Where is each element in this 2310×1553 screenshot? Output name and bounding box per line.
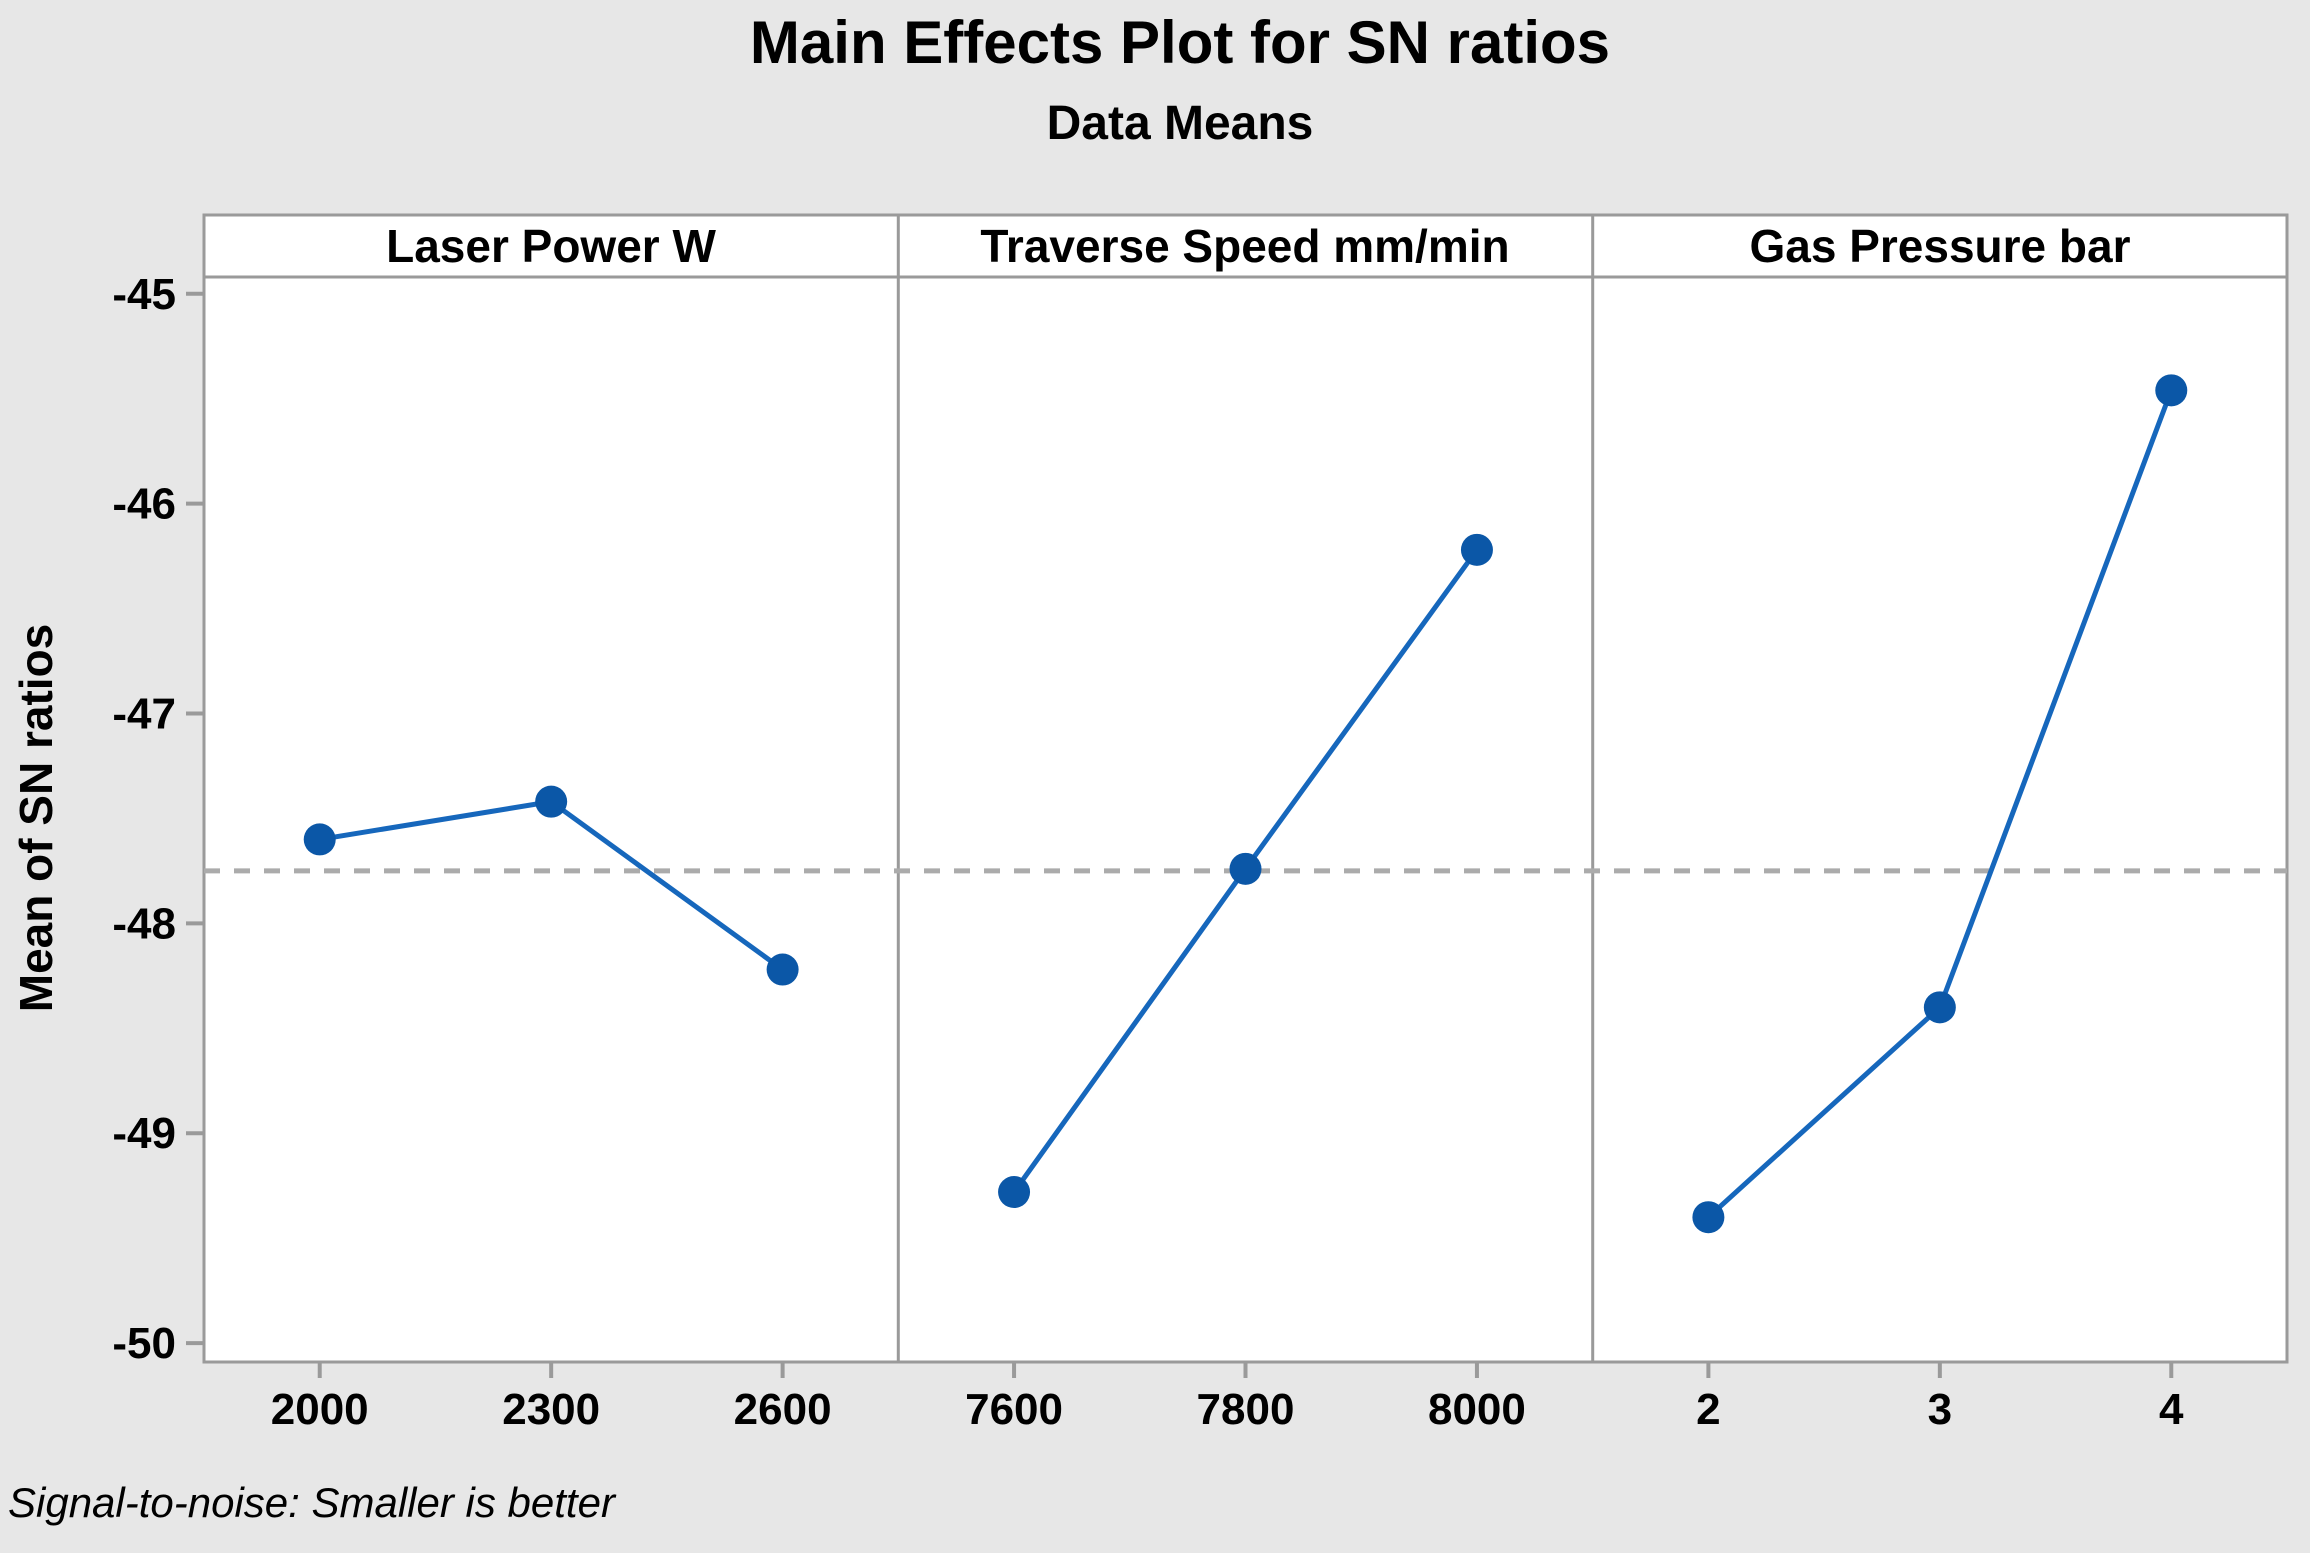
- y-tick-label: -50: [112, 1319, 176, 1368]
- panel-header-label: Gas Pressure bar: [1749, 220, 2130, 272]
- panel-header-label: Traverse Speed mm/min: [980, 220, 1509, 272]
- y-tick-label: -48: [112, 899, 176, 948]
- y-tick-label: -49: [112, 1109, 176, 1158]
- data-point: [998, 1176, 1031, 1209]
- x-tick-label: 7600: [965, 1385, 1063, 1434]
- x-tick-label: 4: [2159, 1385, 2184, 1434]
- data-point: [1229, 852, 1262, 885]
- data-point: [1923, 991, 1956, 1024]
- signal-to-noise-footnote: Signal-to-noise: Smaller is better: [8, 1479, 615, 1526]
- chart-subtitle: Data Means: [1046, 97, 1314, 150]
- data-point: [535, 785, 568, 818]
- data-point: [303, 823, 336, 856]
- x-tick-label: 2: [1696, 1385, 1720, 1434]
- panel-header-label: Laser Power W: [386, 220, 716, 272]
- data-point: [1460, 533, 1493, 566]
- y-tick-label: -46: [112, 480, 176, 529]
- data-point: [2155, 374, 2188, 407]
- y-axis-title: Mean of SN ratios: [10, 624, 62, 1013]
- x-tick-label: 2300: [502, 1385, 600, 1434]
- y-tick-label: -45: [112, 270, 176, 319]
- x-tick-label: 3: [1928, 1385, 1952, 1434]
- chart-title: Main Effects Plot for SN ratios: [749, 9, 1611, 76]
- data-point: [1692, 1201, 1725, 1234]
- x-tick-label: 2600: [734, 1385, 832, 1434]
- x-tick-label: 7800: [1197, 1385, 1295, 1434]
- chart-data-layer: -45 -46 -47 -48 -49 -50 2000 2300 2600 7600 7800 80…: [112, 270, 2287, 1434]
- y-tick-label: -47: [112, 690, 176, 739]
- x-tick-label: 2000: [271, 1385, 369, 1434]
- plot-area: [202, 275, 2289, 1364]
- data-point: [766, 953, 799, 986]
- x-tick-label: 8000: [1428, 1385, 1526, 1434]
